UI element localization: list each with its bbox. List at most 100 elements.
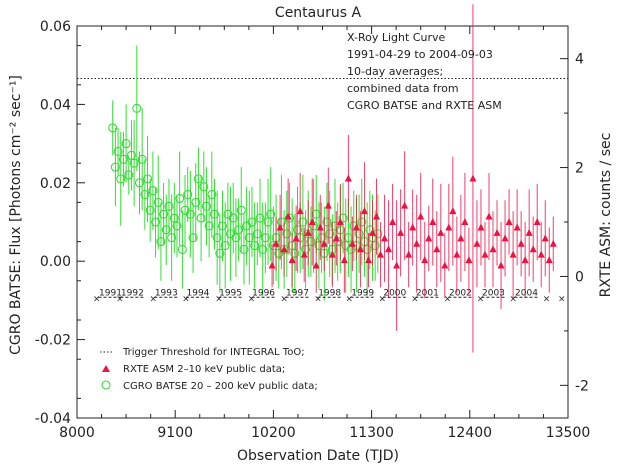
rxte-point	[545, 256, 553, 264]
year-label: 2004	[515, 288, 538, 298]
batse-point	[140, 190, 150, 200]
rxte-point	[493, 228, 501, 236]
batse-point	[231, 233, 241, 243]
annotation-line: 10-day averages;	[347, 65, 443, 78]
batse-point	[188, 233, 198, 243]
rxte-point	[272, 239, 280, 247]
annotation-line: 1991-04-29 to 2004-09-03	[347, 48, 493, 61]
batse-point	[159, 209, 169, 219]
batse-point	[118, 154, 128, 164]
plot-area: 8000 9100 10200 11300 12400 13500 -0.04 -0.02 0.…	[35, 4, 590, 441]
year-label: 1992	[121, 288, 144, 298]
year-label: 1995	[219, 288, 242, 298]
batse-point	[338, 213, 348, 223]
y-tick-label-right: 2	[575, 161, 584, 177]
batse-point	[228, 213, 238, 223]
rxte-point	[457, 234, 465, 242]
year-label: 1998	[318, 288, 341, 298]
batse-point	[145, 205, 155, 215]
rxte-point	[332, 234, 340, 242]
batse-point	[212, 233, 222, 243]
batse-point	[134, 178, 145, 188]
rxte-point	[517, 239, 525, 247]
batse-point	[244, 233, 254, 243]
rxte-point	[304, 228, 312, 236]
batse-point	[215, 248, 225, 258]
rxte-point	[377, 250, 385, 258]
rxte-point	[373, 212, 381, 220]
y-tick-label-right: -2	[575, 378, 589, 394]
rxte-point	[489, 245, 497, 253]
batse-point	[126, 150, 137, 160]
batse-point	[357, 217, 367, 227]
rxte-point	[320, 239, 328, 247]
batse-point	[317, 233, 327, 243]
rxte-point	[433, 245, 441, 253]
year-cross-marker: ×	[346, 294, 354, 304]
rxte-point	[360, 207, 368, 215]
rxte-point	[417, 212, 425, 220]
batse-point	[276, 217, 286, 227]
x-tick-label: 11300	[349, 425, 394, 441]
rxte-point	[276, 223, 284, 231]
rxte-point	[336, 218, 344, 225]
rxte-point	[344, 174, 352, 182]
year-cross-marker: ×	[182, 294, 190, 304]
rxte-point	[441, 261, 449, 269]
batse-point	[322, 217, 332, 227]
rxte-point	[485, 212, 493, 220]
annotation-line: combined data from	[347, 82, 459, 95]
batse-point	[306, 237, 316, 247]
year-label: 2001	[416, 288, 439, 298]
year-cross-marker: ×	[477, 294, 485, 304]
batse-point	[110, 162, 120, 172]
batse-point	[137, 154, 147, 164]
rxte-point	[501, 234, 509, 242]
rxte-point	[328, 250, 336, 258]
batse-point	[191, 197, 201, 207]
year-label: 1999	[351, 288, 374, 298]
rxte-point	[316, 223, 324, 231]
year-label: 1997	[286, 288, 309, 298]
rxte-point	[413, 239, 421, 247]
x-tick-label: 10200	[251, 425, 296, 441]
batse-point	[183, 190, 193, 200]
batse-point	[247, 217, 257, 227]
rxte-point	[352, 223, 360, 231]
year-label: 1991	[99, 288, 122, 298]
batse-point	[196, 213, 206, 223]
batse-point	[250, 240, 260, 251]
x-tick-label: 12400	[448, 425, 493, 441]
chart-title: Centaurus A	[275, 5, 362, 21]
rxte-point	[385, 245, 393, 253]
year-label: 2002	[449, 288, 472, 298]
year-label: 1994	[187, 288, 210, 298]
year-cross-marker: ×	[150, 294, 158, 304]
batse-point	[161, 225, 171, 235]
legend-label: Trigger Threshold for INTEGRAL ToO;	[122, 347, 305, 358]
batse-point	[236, 205, 246, 215]
batse-point	[290, 248, 300, 258]
batse-point	[177, 244, 187, 254]
batse-point	[263, 217, 273, 227]
rxte-point	[497, 261, 505, 269]
rxte-point	[397, 228, 405, 236]
rxte-point	[521, 256, 529, 264]
rxte-point	[437, 228, 445, 236]
rxte-point	[324, 201, 332, 209]
y-tick-label-left: -0.02	[35, 333, 71, 349]
rxte-point	[268, 261, 276, 269]
rxte-point	[449, 207, 457, 215]
batse-point	[193, 174, 203, 184]
batse-point	[298, 217, 308, 227]
batse-point	[204, 221, 214, 231]
y-tick-label-left: 0.00	[40, 254, 71, 270]
rxte-point	[513, 223, 521, 231]
batse-point	[142, 174, 153, 184]
batse-point	[175, 193, 185, 204]
rxte-point	[280, 245, 288, 253]
year-label: 1993	[155, 288, 178, 298]
rxte-point	[469, 174, 477, 182]
rxte-point	[429, 218, 437, 225]
